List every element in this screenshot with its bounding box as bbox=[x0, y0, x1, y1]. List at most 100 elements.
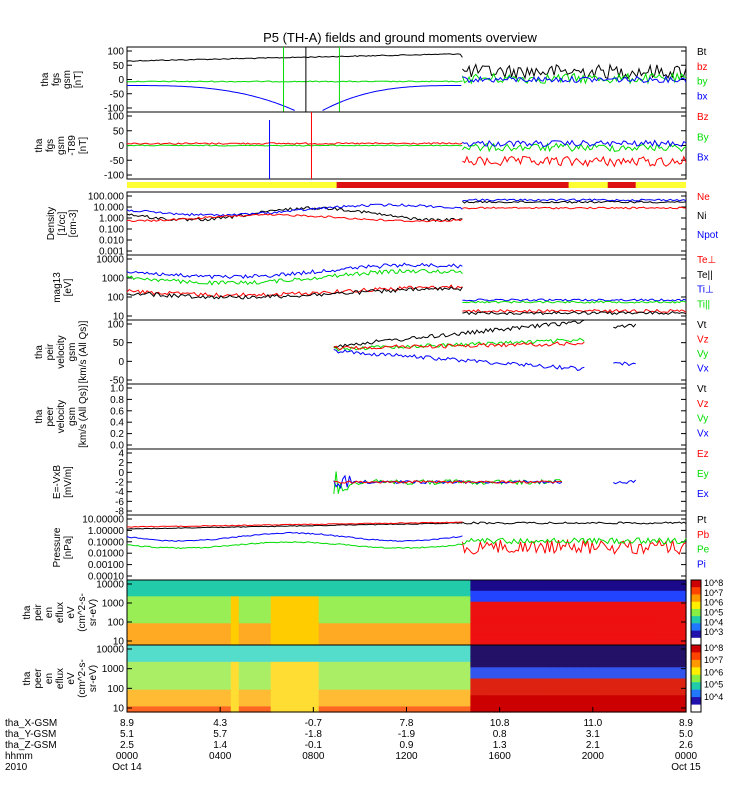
spectrogram-cell bbox=[222, 634, 232, 641]
colorbar-label: 10^7 bbox=[704, 655, 723, 665]
spectrogram-cell bbox=[494, 590, 503, 597]
spectrogram-cell bbox=[254, 645, 264, 652]
spectrogram-cell bbox=[598, 672, 607, 680]
spectrogram-cell bbox=[390, 700, 400, 707]
spectrogram-cell bbox=[238, 672, 248, 680]
spectrogram-cell bbox=[430, 628, 440, 635]
spectrogram-cell bbox=[310, 695, 320, 702]
spectrogram-cell bbox=[342, 684, 352, 691]
spectrogram-cell bbox=[174, 656, 184, 663]
spectrogram-cell bbox=[654, 706, 663, 713]
spectrogram-cell bbox=[398, 706, 408, 713]
spectrogram-cell bbox=[206, 596, 216, 603]
spectrogram-cell bbox=[151, 585, 160, 592]
spectrogram-cell bbox=[510, 667, 519, 674]
spectrogram-cell bbox=[430, 607, 440, 614]
spectrogram-cell bbox=[654, 596, 663, 603]
spectrogram-cell bbox=[598, 689, 607, 696]
spectrogram-cell bbox=[582, 580, 591, 586]
spectrogram-cell bbox=[238, 634, 248, 641]
spectrogram-cell bbox=[318, 650, 328, 657]
spectrogram-cell bbox=[222, 639, 232, 646]
spectrogram-cell bbox=[127, 596, 136, 603]
spectrogram-cell bbox=[127, 661, 136, 668]
trace-Te bbox=[126, 284, 463, 298]
spectrogram-cell bbox=[127, 617, 136, 624]
spectrogram-cell bbox=[630, 706, 639, 713]
spectrogram-cell bbox=[310, 700, 320, 707]
spectrogram-cell bbox=[590, 623, 599, 630]
spectrogram-cell bbox=[294, 623, 304, 630]
spectrogram-cell bbox=[606, 650, 615, 657]
spectrogram-cell bbox=[566, 617, 575, 624]
y-axis-label: [nT] bbox=[78, 137, 89, 154]
spectrogram-cell bbox=[622, 607, 631, 614]
spectrogram-cell bbox=[454, 596, 463, 603]
spectrogram-cell bbox=[174, 684, 184, 691]
spectrogram-cell bbox=[430, 684, 440, 691]
spectrogram-cell bbox=[190, 684, 200, 691]
spectrogram-cell bbox=[574, 650, 583, 657]
spectrogram-cell bbox=[222, 623, 232, 630]
spectrogram-cell bbox=[302, 656, 312, 663]
spectrogram-cell bbox=[678, 601, 687, 608]
spectrogram-cell bbox=[446, 596, 455, 603]
spectrogram-cell bbox=[478, 678, 487, 685]
spectrogram-cell bbox=[342, 700, 352, 707]
spectrogram-cell bbox=[462, 634, 471, 641]
spectrogram-cell bbox=[518, 617, 527, 624]
spectrogram-cell bbox=[246, 590, 256, 597]
footer-value: 8.9 bbox=[120, 718, 134, 729]
y-tick-label: 10 bbox=[113, 704, 125, 715]
spectrogram-cell bbox=[638, 634, 647, 641]
footer-group: tha_X-GSM 8.9 4.3 -0.7 7.8 10.8 11.0 8.9tha_Y-G… bbox=[5, 578, 723, 773]
spectrogram-cell bbox=[430, 612, 440, 619]
spectrogram-cell bbox=[151, 596, 160, 603]
spectrogram-cell bbox=[143, 689, 152, 696]
footer-value: 1.4 bbox=[213, 740, 227, 751]
spectrogram-cell bbox=[422, 623, 432, 630]
y-tick-label: 1.00000 bbox=[88, 526, 125, 537]
spectrogram-cell bbox=[262, 623, 272, 630]
spectrogram-cell bbox=[510, 617, 519, 624]
spectrogram-cell bbox=[558, 706, 567, 713]
spectrogram-cell bbox=[238, 617, 248, 624]
spectrogram-cell bbox=[198, 645, 208, 652]
spectrogram-cell bbox=[638, 601, 647, 608]
spectrogram-cell bbox=[462, 585, 471, 592]
spectrogram-cell bbox=[278, 639, 288, 646]
spectrogram-cell bbox=[262, 590, 272, 597]
spectrogram-cell bbox=[454, 585, 463, 592]
spectrogram-cell bbox=[518, 684, 527, 691]
spectrogram-cell bbox=[358, 661, 368, 668]
spectrogram-cell bbox=[486, 650, 495, 657]
y-axis-label: [km/s (All Qs)] bbox=[78, 385, 89, 448]
footer-row-label: hhmm bbox=[5, 751, 33, 762]
spectrogram-cell bbox=[302, 700, 312, 707]
spectrogram-cell bbox=[166, 612, 176, 619]
spectrogram-cell bbox=[438, 645, 447, 652]
trace-bx bbox=[127, 85, 295, 111]
spectrogram-cell bbox=[151, 580, 160, 586]
spectrogram-cell bbox=[558, 684, 567, 691]
spectrogram-cell bbox=[462, 580, 471, 586]
spectrogram-cell bbox=[614, 623, 623, 630]
spectrogram-cell bbox=[302, 617, 312, 624]
spectrogram-cell bbox=[670, 667, 679, 674]
spectrogram-cell bbox=[358, 580, 368, 586]
spectrogram-cell bbox=[198, 661, 208, 668]
spectrogram-cell bbox=[278, 634, 288, 641]
spectrogram-cell bbox=[630, 700, 639, 707]
spectrogram-cell bbox=[486, 689, 495, 696]
y-tick-label: 0 bbox=[118, 141, 124, 152]
spectrogram-cell bbox=[302, 590, 312, 597]
spectrogram-cell bbox=[614, 667, 623, 674]
spectrogram-cell bbox=[302, 667, 312, 674]
legend-label: Te|| bbox=[697, 270, 713, 281]
footer-value: 2.6 bbox=[679, 740, 693, 751]
spectrogram-cell bbox=[414, 678, 424, 685]
spectrogram-cell bbox=[678, 689, 687, 696]
y-tick-label: 100.000 bbox=[88, 192, 125, 203]
spectrogram-cell bbox=[174, 580, 184, 586]
spectrogram-cell bbox=[590, 645, 599, 652]
